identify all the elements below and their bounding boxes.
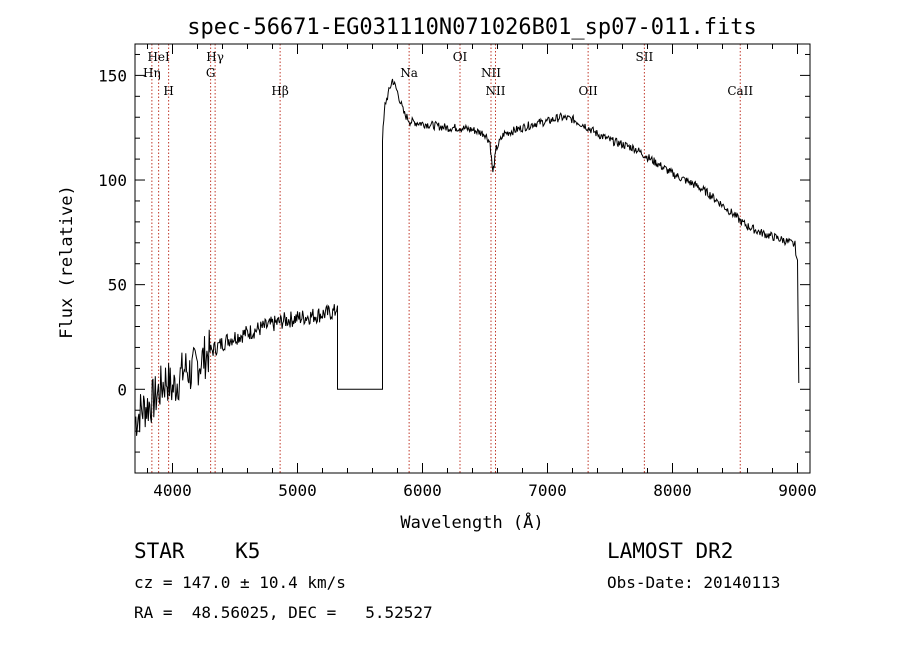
y-tick-label: 50 [108, 276, 127, 295]
survey-label: LAMOST DR2 [607, 539, 734, 563]
x-tick-label: 7000 [528, 481, 567, 500]
spectral-line-label: OI [453, 50, 468, 64]
y-tick-label: 150 [98, 66, 127, 85]
spectral-line-label: NII [481, 66, 501, 80]
x-axis: 4000 5000 6000 7000 8000 9000 [147, 44, 817, 500]
spectral-class: STAR K5 [134, 539, 261, 563]
x-tick-label: 5000 [278, 481, 317, 500]
spectral-line-label: Hβ [271, 84, 288, 98]
y-tick-label: 0 [117, 380, 127, 399]
x-tick-label: 4000 [153, 481, 192, 500]
x-tick-label: 6000 [403, 481, 442, 500]
x-axis-label: Wavelength (Å) [400, 511, 543, 533]
spectral-line-label: Hη [143, 66, 161, 80]
ra-dec-coordinates: RA = 48.56025, DEC = 5.52527 [134, 603, 433, 622]
redshift-cz: cz = 147.0 ± 10.4 km/s [134, 573, 346, 592]
spectral-line-label: G [206, 66, 216, 80]
spectral-line-label: Na [400, 66, 418, 80]
x-tick-label: 9000 [778, 481, 817, 500]
y-axis: 0 50 100 150 [98, 53, 810, 453]
emission-line-markers: HeI HηH Hγ G Hβ Na OI NII NII OII SII CaII [143, 44, 753, 473]
chart-title: spec-56671-EG031110N071026B01_sp07-011.f… [187, 15, 757, 40]
spectral-line-label: SII [636, 50, 654, 64]
spectral-line-label: NII [486, 84, 506, 98]
observation-date: Obs-Date: 20140113 [607, 573, 781, 592]
y-axis-label: Flux (relative) [57, 185, 77, 339]
plot-frame [134, 43, 811, 474]
spectral-line-label: HeI [147, 50, 170, 64]
spectrum-line [134, 78, 800, 436]
spectral-line-label: H [163, 84, 173, 98]
x-tick-label: 8000 [653, 481, 692, 500]
spectral-line-label: CaII [727, 84, 753, 98]
spectral-line-label: Hγ [206, 50, 224, 64]
y-tick-label: 100 [98, 171, 127, 190]
spectral-line-label: OII [578, 84, 598, 98]
